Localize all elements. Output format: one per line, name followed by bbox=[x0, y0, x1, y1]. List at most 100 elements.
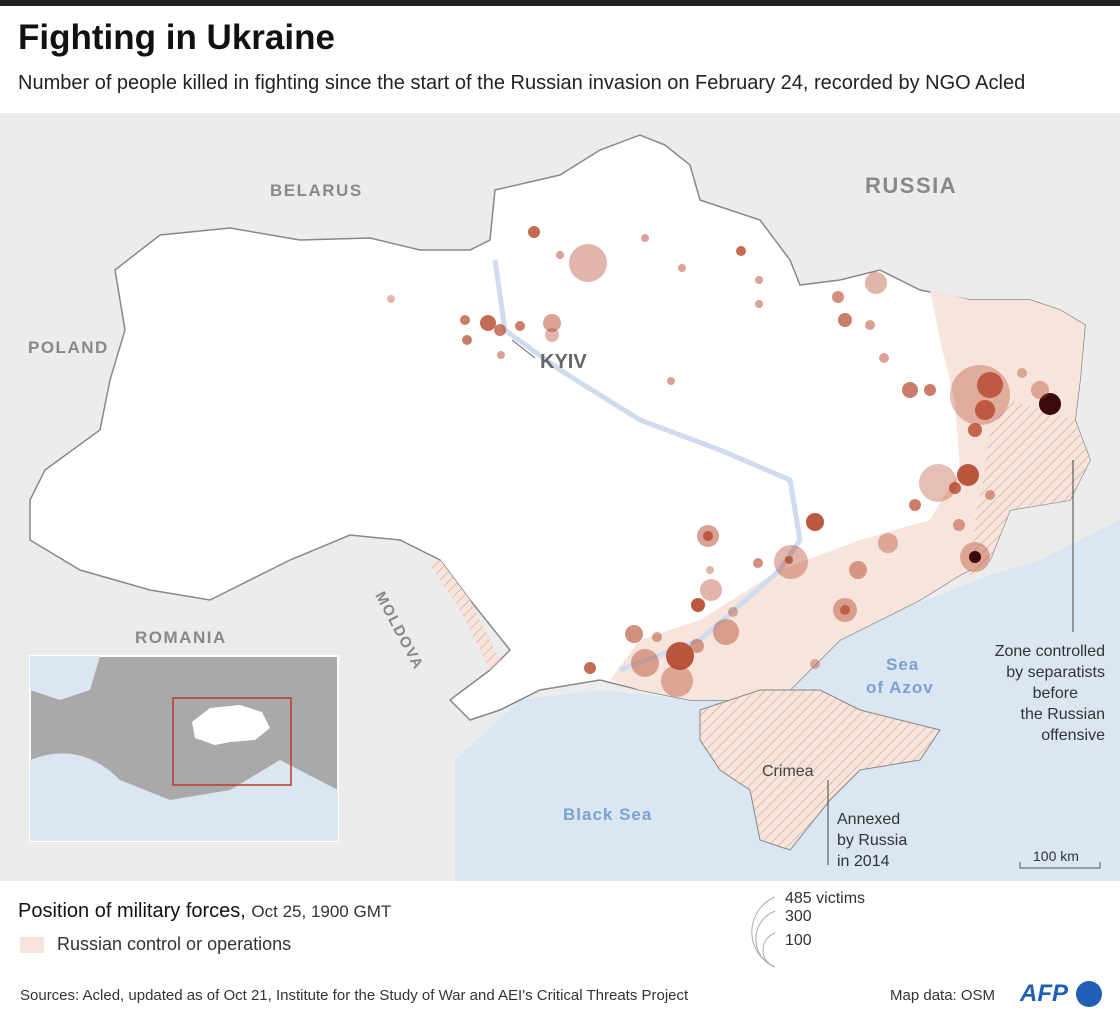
separatist-note-4: the Russian bbox=[1021, 706, 1106, 723]
separatist-note-3: before bbox=[1033, 685, 1078, 702]
casualty-circle bbox=[667, 377, 675, 385]
label-poland: POLAND bbox=[28, 338, 109, 357]
casualty-circles bbox=[387, 226, 1061, 697]
casualty-circle bbox=[1031, 381, 1049, 399]
casualty-circle bbox=[878, 533, 898, 553]
casualty-circle bbox=[832, 291, 844, 303]
casualty-circle bbox=[924, 384, 936, 396]
casualty-circle bbox=[879, 353, 889, 363]
casualty-circle bbox=[849, 561, 867, 579]
size-label-100: 100 bbox=[785, 932, 812, 949]
casualty-circle bbox=[387, 295, 395, 303]
casualty-circle bbox=[755, 300, 763, 308]
label-russia: RUSSIA bbox=[865, 173, 957, 198]
casualty-circle bbox=[713, 619, 739, 645]
casualty-circle bbox=[806, 513, 824, 531]
page-title: Fighting in Ukraine bbox=[18, 18, 335, 57]
casualty-circle bbox=[728, 607, 738, 617]
casualty-circle bbox=[977, 372, 1003, 398]
scale-label: 100 km bbox=[1033, 848, 1079, 864]
crimea-note-3: in 2014 bbox=[837, 853, 890, 870]
sources: Sources: Acled, updated as of Oct 21, In… bbox=[20, 987, 689, 1004]
casualty-circle bbox=[569, 244, 607, 282]
legend-control-label: Russian control or operations bbox=[57, 934, 292, 954]
inset-map bbox=[29, 655, 339, 842]
afp-logo: AFP bbox=[1020, 980, 1068, 1007]
casualty-circle bbox=[703, 531, 713, 541]
casualty-circle bbox=[691, 598, 705, 612]
casualty-circle bbox=[785, 556, 793, 564]
size-legend: 485 victims 300 100 bbox=[751, 890, 865, 968]
casualty-circle bbox=[678, 264, 686, 272]
casualty-circle bbox=[625, 625, 643, 643]
casualty-circle bbox=[666, 642, 694, 670]
top-bar bbox=[0, 0, 1120, 6]
casualty-circle bbox=[919, 464, 957, 502]
separatist-zone bbox=[970, 400, 1090, 580]
casualty-circle bbox=[661, 665, 693, 697]
casualty-circle bbox=[969, 551, 981, 563]
size-arc-485 bbox=[751, 896, 776, 968]
separatist-note-1: Zone controlled bbox=[995, 643, 1105, 660]
casualty-circle bbox=[755, 276, 763, 284]
moldova-border-zone bbox=[430, 560, 500, 670]
casualty-circle bbox=[838, 313, 852, 327]
casualty-circle bbox=[957, 464, 979, 486]
kyiv-leader bbox=[511, 339, 536, 359]
legend-control-swatch bbox=[20, 937, 44, 953]
casualty-circle bbox=[584, 662, 596, 674]
subtitle: Number of people killed in fighting sinc… bbox=[18, 72, 1026, 94]
casualty-circle bbox=[497, 351, 505, 359]
casualty-circle bbox=[909, 499, 921, 511]
crimea-note-1: Annexed bbox=[837, 811, 900, 828]
separatist-note-2: by separatists bbox=[1006, 664, 1105, 681]
casualty-circle bbox=[953, 519, 965, 531]
casualty-circle bbox=[975, 400, 995, 420]
casualty-circle bbox=[494, 324, 506, 336]
label-sea-azov-1: Sea bbox=[886, 655, 919, 674]
map: BELARUS RUSSIA POLAND ROMANIA MOLDOVA KY… bbox=[0, 113, 1120, 881]
casualty-circle bbox=[753, 558, 763, 568]
casualty-circle bbox=[515, 321, 525, 331]
legend-title: Position of military forces, Oct 25, 190… bbox=[18, 900, 391, 923]
afp-logo-dot bbox=[1076, 981, 1102, 1007]
casualty-circle bbox=[985, 490, 995, 500]
size-arc-100 bbox=[762, 932, 776, 968]
casualty-circle bbox=[545, 328, 559, 342]
casualty-circle bbox=[902, 382, 918, 398]
casualty-circle bbox=[736, 246, 746, 256]
scale-bar bbox=[1019, 862, 1101, 869]
casualty-circle bbox=[690, 639, 704, 653]
dnipro-river bbox=[492, 259, 803, 673]
casualty-circle bbox=[810, 659, 820, 669]
casualty-circle bbox=[641, 234, 649, 242]
casualty-circle bbox=[865, 320, 875, 330]
separatist-note-5: offensive bbox=[1041, 727, 1105, 744]
crimea-note-2: by Russia bbox=[837, 832, 907, 849]
casualty-circle bbox=[865, 272, 887, 294]
casualty-circle bbox=[1017, 368, 1027, 378]
casualty-circle bbox=[840, 605, 850, 615]
label-kyiv: KYIV bbox=[540, 351, 587, 373]
map-data-credit: Map data: OSM bbox=[890, 987, 996, 1004]
casualty-circle bbox=[528, 226, 540, 238]
label-belarus: BELARUS bbox=[270, 181, 363, 200]
casualty-circle bbox=[1039, 393, 1061, 415]
legend-position-title: Position of military forces, bbox=[18, 900, 246, 922]
legend-position-date: Oct 25, 1900 GMT bbox=[251, 902, 392, 921]
size-arc-300 bbox=[755, 910, 776, 968]
label-sea-azov-2: of Azov bbox=[866, 678, 934, 697]
casualty-circle bbox=[706, 566, 714, 574]
label-black-sea: Black Sea bbox=[563, 805, 652, 824]
casualty-circle bbox=[700, 579, 722, 601]
size-label-300: 300 bbox=[785, 908, 812, 925]
casualty-circle bbox=[543, 314, 561, 332]
label-romania: ROMANIA bbox=[135, 628, 227, 647]
size-label-485: 485 victims bbox=[785, 890, 865, 907]
label-crimea: Crimea bbox=[762, 763, 814, 780]
casualty-circle bbox=[652, 632, 662, 642]
russian-control-zone bbox=[610, 290, 1090, 700]
casualty-circle bbox=[480, 315, 496, 331]
casualty-circle bbox=[968, 423, 982, 437]
